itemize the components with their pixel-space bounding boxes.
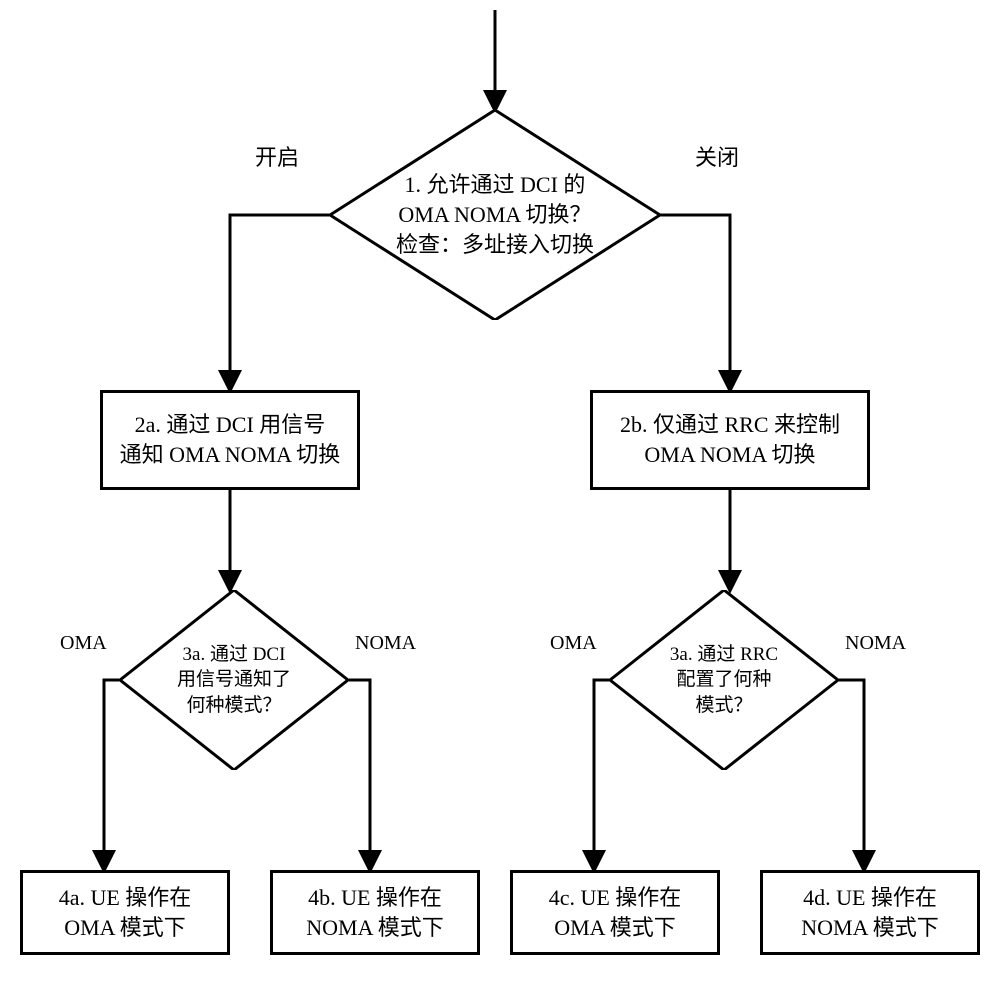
text-line: NOMA 模式下 [306, 913, 444, 943]
text-line: 通知 OMA NOMA 切换 [120, 440, 341, 470]
text-line: 4a. UE 操作在 [59, 883, 192, 913]
text-line: 何种模式？ [177, 693, 291, 719]
edge-label-oma-right: OMA [550, 632, 597, 655]
decision-3b-label: 3a. 通过 RRC 配置了何种 模式？ [610, 590, 838, 770]
decision-3b: 3a. 通过 RRC 配置了何种 模式？ [610, 590, 838, 770]
text-line: 模式？ [670, 693, 778, 719]
process-2a: 2a. 通过 DCI 用信号 通知 OMA NOMA 切换 [100, 390, 360, 490]
edge-label-noma-right: NOMA [845, 632, 906, 655]
text-line: 3a. 通过 RRC [670, 642, 778, 668]
decision-1: 1. 允许通过 DCI 的 OMA NOMA 切换？ 检查：多址接入切换 [330, 110, 660, 320]
text-line: 检查：多址接入切换 [396, 230, 594, 260]
edge-label-on: 开启 [255, 140, 299, 172]
text-line: 用信号通知了 [177, 667, 291, 693]
text-line: 4c. UE 操作在 [549, 883, 682, 913]
edge-label-noma-left: NOMA [355, 632, 416, 655]
text-line: 配置了何种 [670, 667, 778, 693]
edge-label-oma-left: OMA [60, 632, 107, 655]
text-line: 2b. 仅通过 RRC 来控制 [620, 410, 840, 440]
process-4c: 4c. UE 操作在 OMA 模式下 [510, 870, 720, 955]
decision-1-label: 1. 允许通过 DCI 的 OMA NOMA 切换？ 检查：多址接入切换 [330, 110, 660, 320]
edge-label-off: 关闭 [695, 140, 739, 172]
flowchart-canvas: 1. 允许通过 DCI 的 OMA NOMA 切换？ 检查：多址接入切换 2a.… [0, 0, 1000, 984]
text-line: 1. 允许通过 DCI 的 [396, 170, 594, 200]
text-line: 3a. 通过 DCI [177, 642, 291, 668]
text-line: OMA 模式下 [549, 913, 682, 943]
decision-3a-label: 3a. 通过 DCI 用信号通知了 何种模式？ [120, 590, 348, 770]
process-2b: 2b. 仅通过 RRC 来控制 OMA NOMA 切换 [590, 390, 870, 490]
text-line: 2a. 通过 DCI 用信号 [120, 410, 341, 440]
text-line: OMA NOMA 切换？ [396, 200, 594, 230]
process-4d: 4d. UE 操作在 NOMA 模式下 [760, 870, 980, 955]
text-line: OMA NOMA 切换 [620, 440, 840, 470]
text-line: OMA 模式下 [59, 913, 192, 943]
process-4b: 4b. UE 操作在 NOMA 模式下 [270, 870, 480, 955]
text-line: 4d. UE 操作在 [801, 883, 939, 913]
text-line: NOMA 模式下 [801, 913, 939, 943]
text-line: 4b. UE 操作在 [306, 883, 444, 913]
decision-3a: 3a. 通过 DCI 用信号通知了 何种模式？ [120, 590, 348, 770]
process-4a: 4a. UE 操作在 OMA 模式下 [20, 870, 230, 955]
